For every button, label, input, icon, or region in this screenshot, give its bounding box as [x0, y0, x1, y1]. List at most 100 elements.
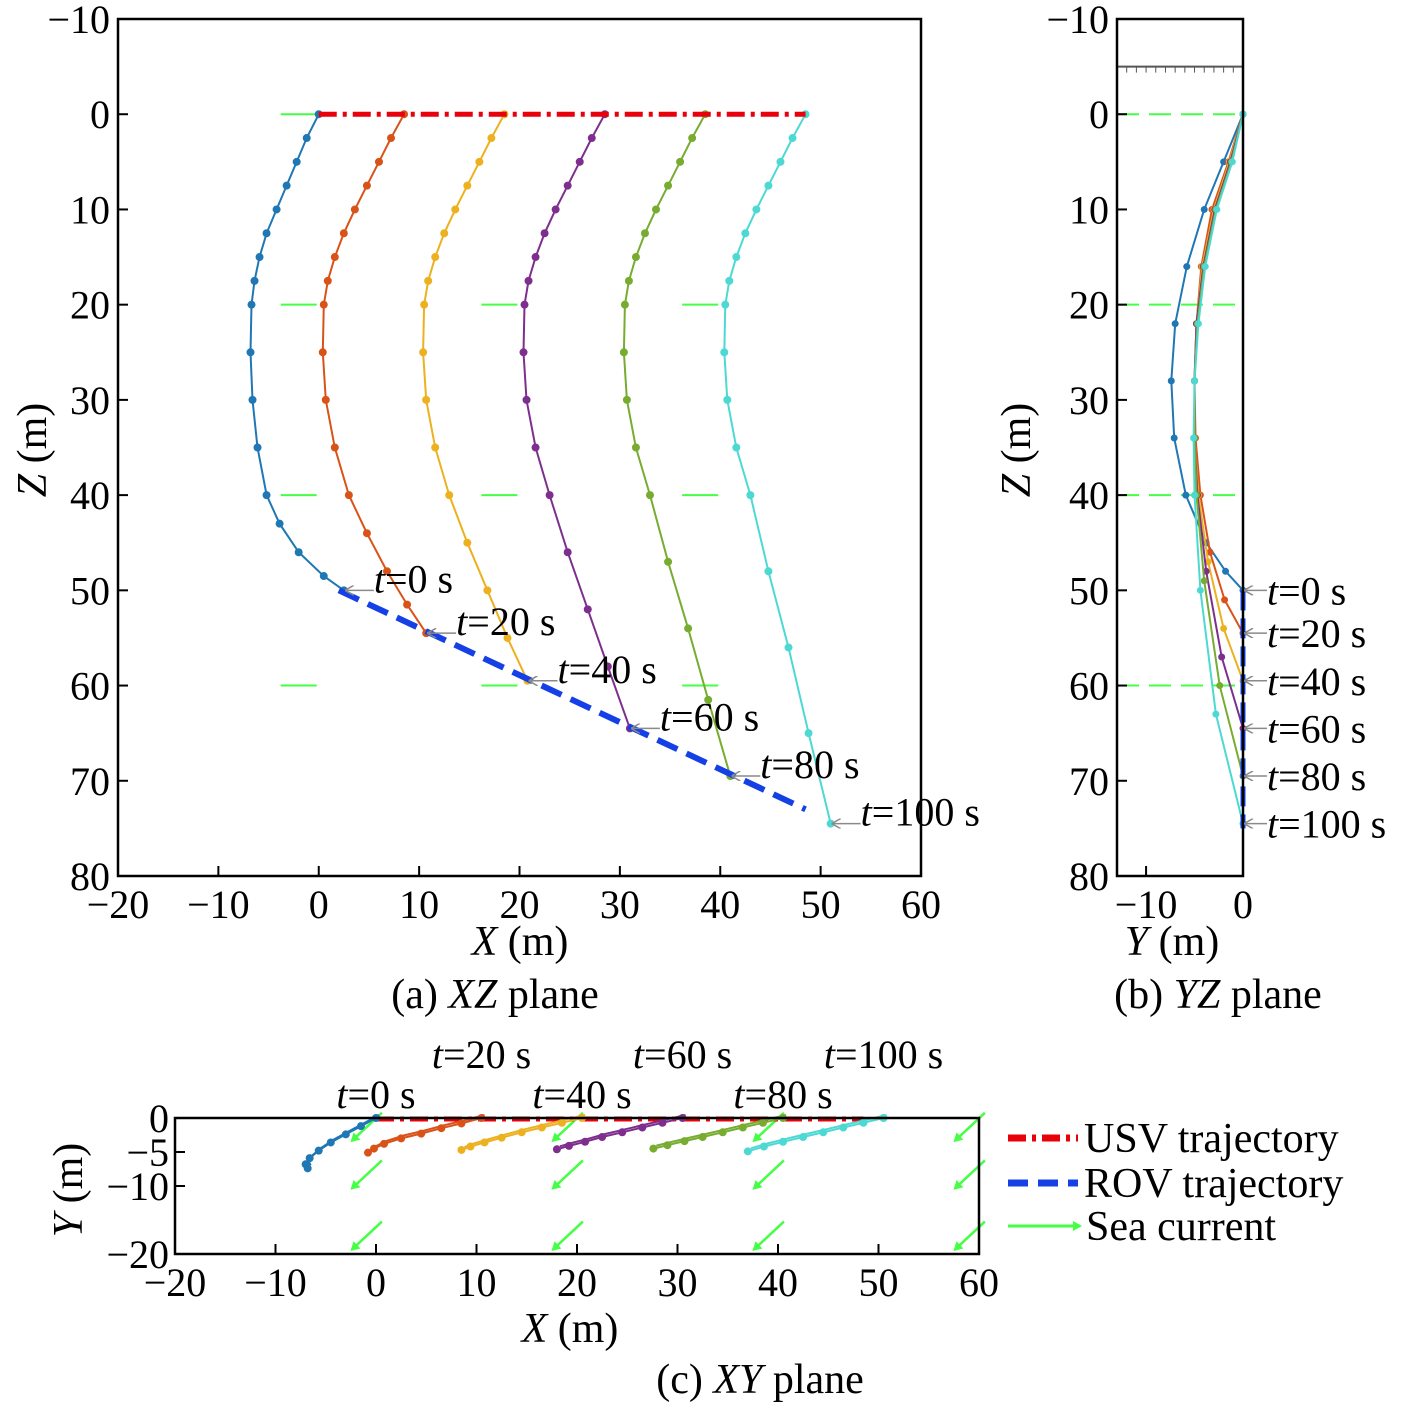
xy-tether-node	[680, 1137, 689, 1146]
xy-x-tick-label: 30	[658, 1260, 698, 1305]
yz-y-tick-label: 50	[1069, 568, 1109, 613]
xy-tether-node	[397, 1134, 406, 1143]
yz-tether-node	[1228, 158, 1236, 166]
xz-x-tick-label: 30	[600, 882, 640, 927]
yz-tether-node	[1218, 653, 1226, 661]
xy-plot-data	[301, 1111, 986, 1251]
yz-tether-node	[1170, 434, 1178, 442]
yz-y-tick-label: 20	[1069, 283, 1109, 328]
xy-tether-node	[517, 1128, 526, 1137]
xz-tether-node	[764, 181, 773, 190]
xz-y-tick-label: 30	[70, 378, 110, 423]
yz-tether-node	[1206, 548, 1214, 556]
xz-tether-node	[684, 624, 693, 633]
yz-tether-node	[1167, 377, 1175, 385]
xy-tether-node	[839, 1123, 848, 1132]
xy-tether-node	[649, 1144, 658, 1153]
yz-tether-node	[1220, 624, 1228, 632]
xz-series-label-3: t=60 s	[660, 694, 759, 739]
xz-y-tick-label: 40	[70, 473, 110, 518]
xy-tether-node	[618, 1128, 627, 1137]
xy-axes-frame	[173, 1116, 981, 1256]
xy-y-tick-label: −20	[106, 1232, 169, 1277]
xz-tether-node	[752, 205, 761, 214]
xy-y-tick-label: −5	[126, 1130, 169, 1175]
xy-sea-current-arrow	[551, 1159, 584, 1190]
yz-y-axis-label: Z (m)	[994, 403, 1040, 498]
yz-x-tick-label: −10	[1115, 882, 1178, 927]
xy-tether-node	[743, 1147, 752, 1156]
xz-tether-node	[531, 443, 540, 452]
xz-x-tick-label: 20	[500, 882, 540, 927]
xz-y-tick-label: 50	[70, 568, 110, 613]
xy-tether-node	[363, 1148, 372, 1157]
xz-tether-node	[262, 491, 271, 500]
xz-x-tick-label: 40	[700, 882, 740, 927]
xy-tether-node	[738, 1123, 747, 1132]
xz-tether-node	[664, 557, 673, 566]
xz-x-tick-label: 0	[309, 882, 329, 927]
xy-tether-node	[663, 1141, 672, 1150]
xz-y-tick-label: 0	[90, 92, 110, 137]
xz-tether-node	[483, 586, 492, 595]
xz-tether-node	[603, 662, 612, 671]
yz-series-label-5: t=100 s	[1267, 802, 1386, 847]
xy-tether-node	[638, 1123, 647, 1132]
xz-y-tick-label: 80	[70, 854, 110, 899]
xy-series-label-4: t=80 s	[733, 1072, 832, 1117]
xy-tether-node	[457, 1119, 466, 1128]
xy-sea-current-arrow	[350, 1220, 383, 1251]
yz-y-tick-label: 40	[1069, 473, 1109, 518]
xz-tether-node	[247, 300, 256, 309]
xz-x-axis-label: X (m)	[470, 919, 569, 965]
xy-sea-current-arrow	[551, 1220, 584, 1251]
xy-tether-node	[718, 1128, 727, 1137]
xz-tether-node	[445, 491, 454, 500]
xz-tether-node	[652, 205, 661, 214]
xy-caption: (c) XY plane	[656, 1357, 864, 1403]
yz-tether-node	[1204, 558, 1212, 566]
xz-tether-node	[622, 395, 631, 404]
xz-tether-node	[294, 548, 303, 557]
xy-tether-node	[552, 1145, 561, 1154]
xz-tether-node	[631, 253, 640, 262]
xz-rov-trajectory	[337, 587, 807, 813]
xy-curve-labels: t=0 s t=20 st=40 st=60 st=80 st=100 s	[336, 1032, 943, 1117]
yz-series-label-2: t=40 s	[1267, 659, 1366, 704]
xz-tether-node	[420, 300, 429, 309]
xy-ticks: −20 −10 0 10 20 30 40 50 600−5−10−20	[106, 1096, 999, 1305]
xz-tether-node	[374, 157, 383, 166]
xy-sea-current-arrow	[350, 1159, 383, 1190]
xy-x-tick-label: 20	[557, 1260, 597, 1305]
yz-tether-node	[1220, 158, 1228, 166]
xy-tether-node	[819, 1128, 828, 1137]
xy-tether-node	[356, 1122, 365, 1131]
xz-tether-node	[339, 229, 348, 238]
yz-tether-node	[1222, 567, 1230, 575]
xz-tether-node	[350, 205, 359, 214]
xy-tether-node	[564, 1141, 573, 1150]
xz-series-label-2: t=40 s	[558, 647, 657, 692]
xy-tether-node	[369, 1144, 378, 1153]
xz-tether-node	[732, 253, 741, 262]
xy-tether-node	[779, 1137, 788, 1146]
xz-tether-node	[664, 181, 673, 190]
xz-y-tick-label: −10	[47, 0, 110, 42]
yz-ticks: −10 0 −10 0 10 20 30 40 50 60 70 80	[1046, 0, 1253, 927]
xy-series-label-2: t=40 s	[532, 1072, 631, 1117]
xy-tether-node	[581, 1137, 590, 1146]
yz-tether-node	[1212, 710, 1220, 718]
yz-tether-node	[1191, 491, 1199, 499]
xz-tether-node	[583, 605, 592, 614]
yz-x-tick-label: 0	[1233, 882, 1253, 927]
yz-tether-node	[1200, 577, 1208, 585]
xz-tether-node	[545, 491, 554, 500]
xy-y-tick-label: −10	[106, 1164, 169, 1209]
xz-tether-node	[330, 253, 339, 262]
yz-x-axis-label: Y (m)	[1125, 919, 1220, 965]
xz-tether-node	[419, 348, 428, 357]
xy-tether-node	[417, 1129, 426, 1138]
xz-tether-line-0	[249, 113, 345, 592]
xy-tether-node	[305, 1154, 314, 1163]
yz-series-label-1: t=20 s	[1267, 611, 1366, 656]
